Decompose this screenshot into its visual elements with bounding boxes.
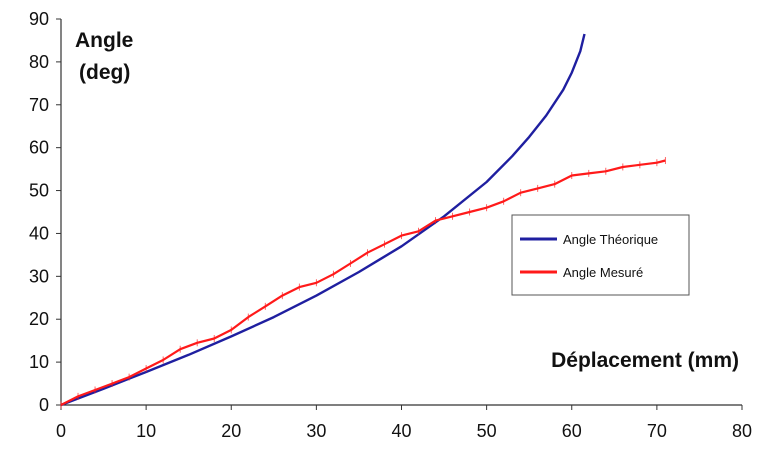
y-tick-label: 80 <box>29 52 49 72</box>
axes <box>60 19 742 406</box>
x-axis-title: Déplacement (mm) <box>551 349 739 372</box>
x-tick-label: 0 <box>56 421 66 441</box>
legend-label-angle-theorique: Angle Théorique <box>563 232 658 247</box>
x-tick-label: 60 <box>562 421 582 441</box>
y-axis-title-line1: Angle <box>75 29 133 52</box>
series-line-angle-theorique <box>60 33 586 407</box>
series-lines <box>60 33 666 409</box>
x-tick-label: 50 <box>477 421 497 441</box>
y-tick-label: 30 <box>29 266 49 286</box>
y-tick-label: 10 <box>29 352 49 372</box>
y-tick-label: 0 <box>39 395 49 415</box>
y-axis-title-line2: (deg) <box>79 61 130 84</box>
y-tick-label: 60 <box>29 138 49 158</box>
x-tick-label: 30 <box>306 421 326 441</box>
y-tick-label: 70 <box>29 95 49 115</box>
y-tick-label: 50 <box>29 181 49 201</box>
x-tick-label: 20 <box>221 421 241 441</box>
x-tick-label: 70 <box>647 421 667 441</box>
y-tick-label: 20 <box>29 309 49 329</box>
x-tick-label: 80 <box>732 421 752 441</box>
y-tick-label: 90 <box>29 9 49 29</box>
legend-label-angle-mesure: Angle Mesuré <box>563 265 643 280</box>
y-axis-ticks: 0 10 20 30 40 50 60 70 80 90 <box>29 9 61 415</box>
x-tick-label: 10 <box>136 421 156 441</box>
x-tick-label: 40 <box>391 421 411 441</box>
y-tick-label: 40 <box>29 223 49 243</box>
x-axis-ticks: 0 10 20 30 40 50 60 70 80 <box>56 405 752 441</box>
legend-box <box>511 214 690 296</box>
legend: Angle Théorique Angle Mesuré <box>511 214 690 296</box>
